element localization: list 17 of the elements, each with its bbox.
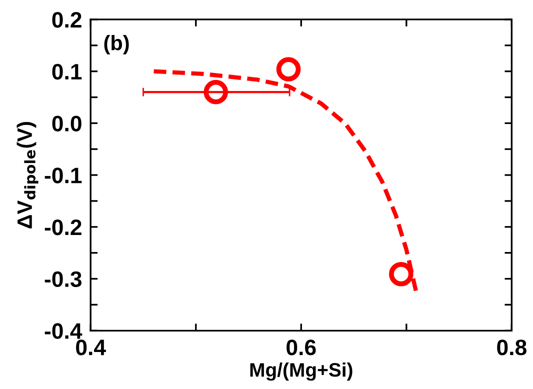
x-tick-label: 0.6: [286, 340, 316, 356]
y-tick-label: 0.2: [52, 12, 82, 28]
y-axis-title: ΔV$_{dipole}$(V): [16, 122, 38, 228]
y-tick-label: -0.4: [44, 323, 82, 339]
y-tick-label: -0.3: [44, 271, 82, 288]
annotation: (b): [104, 35, 129, 54]
point: [388, 262, 414, 286]
y-tick-label: 0.0: [52, 116, 82, 132]
point: [204, 80, 228, 104]
y-tick-label: -0.2: [44, 219, 82, 236]
y-tick-label: 0.1: [52, 64, 82, 80]
x-tick-label: 0.4: [76, 340, 106, 356]
x-axis-title: Mg/(Mg+Si): [250, 362, 352, 381]
point: [276, 57, 301, 82]
x-tick-label: 0.8: [497, 340, 526, 356]
y-tick-label: -0.1: [44, 168, 82, 184]
line-series: [152, 69, 418, 293]
